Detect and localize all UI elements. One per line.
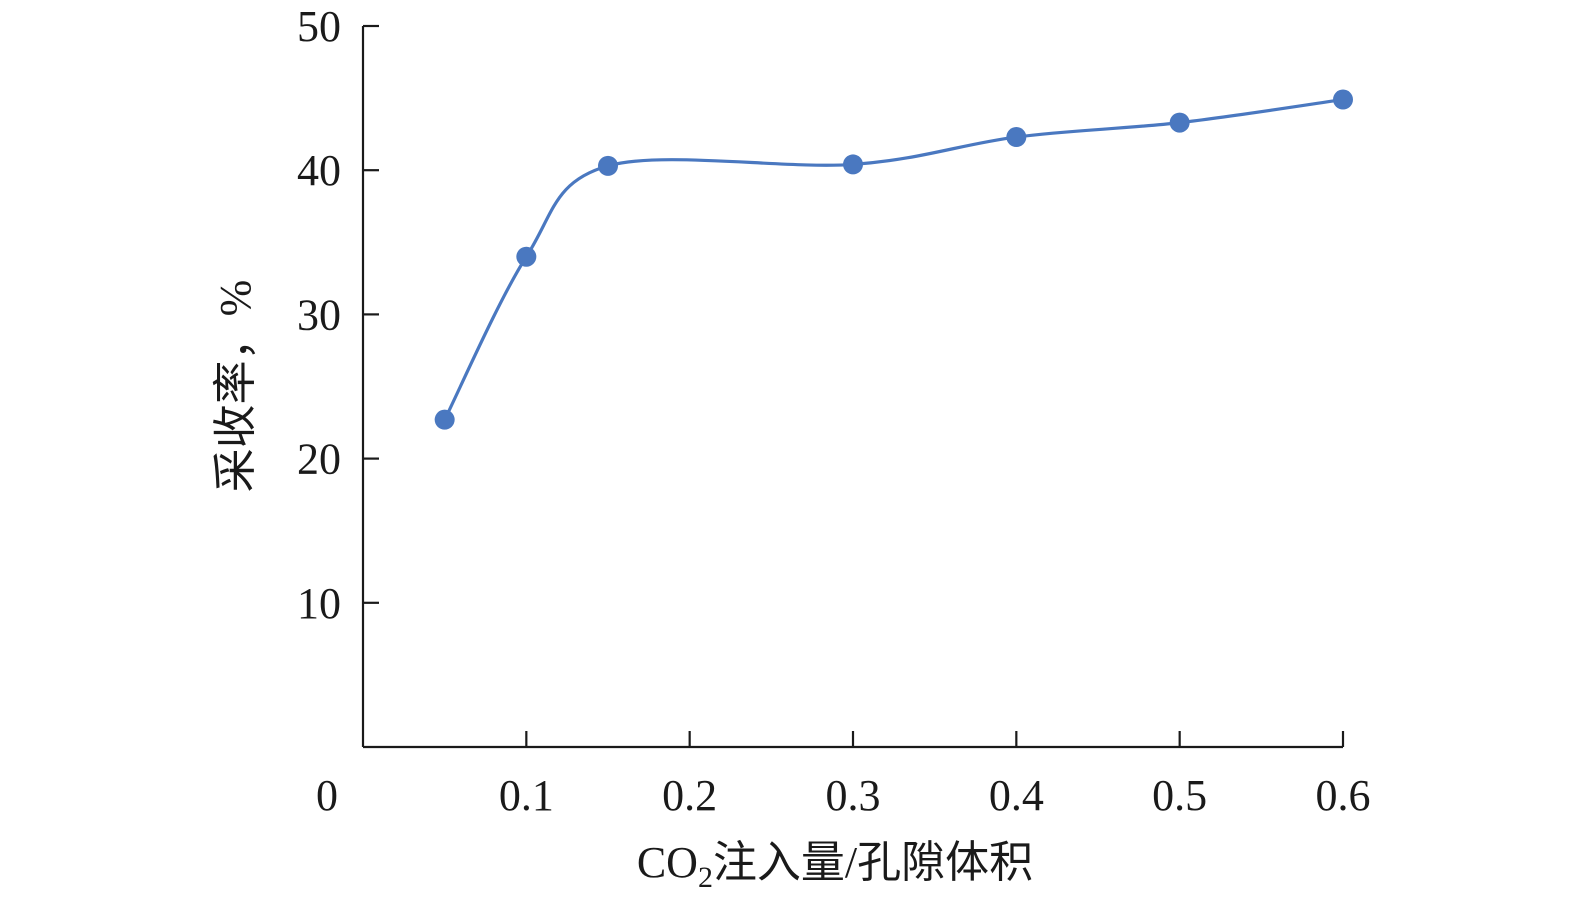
data-point [1006,127,1027,148]
x-tick-label: 0.2 [662,771,717,820]
x-axis-title-suffix: 注入量/孔隙体积 [713,838,1033,887]
y-tick-label: 50 [297,2,341,51]
y-tick-label: 40 [297,146,341,195]
data-point [598,155,618,176]
series-layer [434,89,1353,430]
x-ticks: 0.1 0.2 0.3 0.4 0.5 0.6 [499,731,1371,820]
x-tick-label: 0.4 [989,771,1044,820]
x-tick-label: 0.1 [499,771,554,820]
x-axis-title-prefix: CO [637,838,698,887]
x-tick-label: 0.3 [826,771,881,820]
data-point [434,409,455,430]
data-point [516,246,537,267]
data-point [1333,89,1353,110]
data-point [1169,112,1190,133]
y-tick-label: 20 [297,435,341,484]
origin-label: 0 [316,771,338,820]
y-tick-label: 10 [297,579,341,628]
y-axis-title: 采收率，% [211,280,260,493]
axes [361,26,1343,749]
y-tick-label: 30 [297,290,341,339]
x-tick-label: 0.5 [1152,771,1207,820]
x-axis-title: CO2注入量/孔隙体积 [637,838,1033,894]
y-ticks: 10 20 30 40 50 [297,2,379,628]
series-line [443,97,1344,421]
x-tick-label: 0.6 [1316,771,1371,820]
x-axis-title-subscript: 2 [698,861,713,894]
data-point [843,154,863,175]
